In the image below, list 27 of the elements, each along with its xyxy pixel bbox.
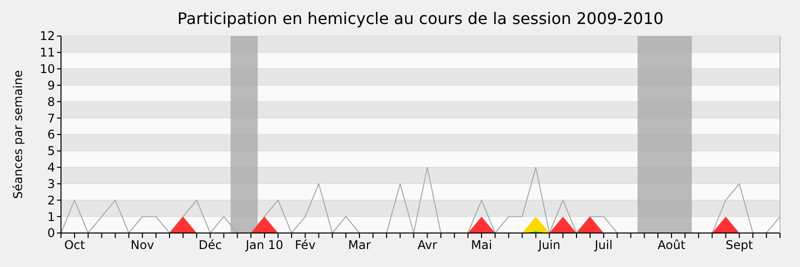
y-tick-label: 1 bbox=[47, 210, 55, 224]
x-tick-label: Nov bbox=[130, 238, 154, 252]
chart-title: Participation en hemicycle au cours de la session 2009-2010 bbox=[177, 9, 664, 28]
y-tick-label: 3 bbox=[47, 176, 55, 191]
y-tick-label: 12 bbox=[40, 29, 55, 44]
y-tick-label: 10 bbox=[40, 62, 55, 76]
x-tick-label: Fév bbox=[294, 238, 316, 252]
x-tick-label: Mar bbox=[348, 238, 371, 252]
x-tick-label: Juin bbox=[537, 238, 560, 252]
x-tick-label: Août bbox=[658, 238, 686, 252]
y-tick-label: 2 bbox=[47, 193, 55, 208]
y-tick-label: 8 bbox=[47, 94, 55, 109]
y-tick-label: 5 bbox=[47, 144, 55, 158]
x-tick-label: Oct bbox=[64, 238, 86, 252]
y-axis-title: Séances par semaine bbox=[11, 70, 25, 199]
x-tick-label: Avr bbox=[418, 238, 438, 252]
y-tick-label: 0 bbox=[47, 226, 55, 240]
y-tick-label: 4 bbox=[47, 160, 55, 175]
x-tick-label: Juil bbox=[594, 238, 613, 252]
y-tick-label: 7 bbox=[47, 111, 55, 126]
y-tick-label: 6 bbox=[47, 128, 55, 142]
x-tick-label: Jan 10 bbox=[244, 238, 284, 252]
x-tick-label: Mai bbox=[471, 238, 492, 252]
x-tick-label: Déc bbox=[198, 238, 222, 252]
y-tick-label: 9 bbox=[47, 78, 55, 92]
x-tick-label: Sept bbox=[726, 238, 754, 252]
y-tick-label: 11 bbox=[40, 46, 55, 60]
